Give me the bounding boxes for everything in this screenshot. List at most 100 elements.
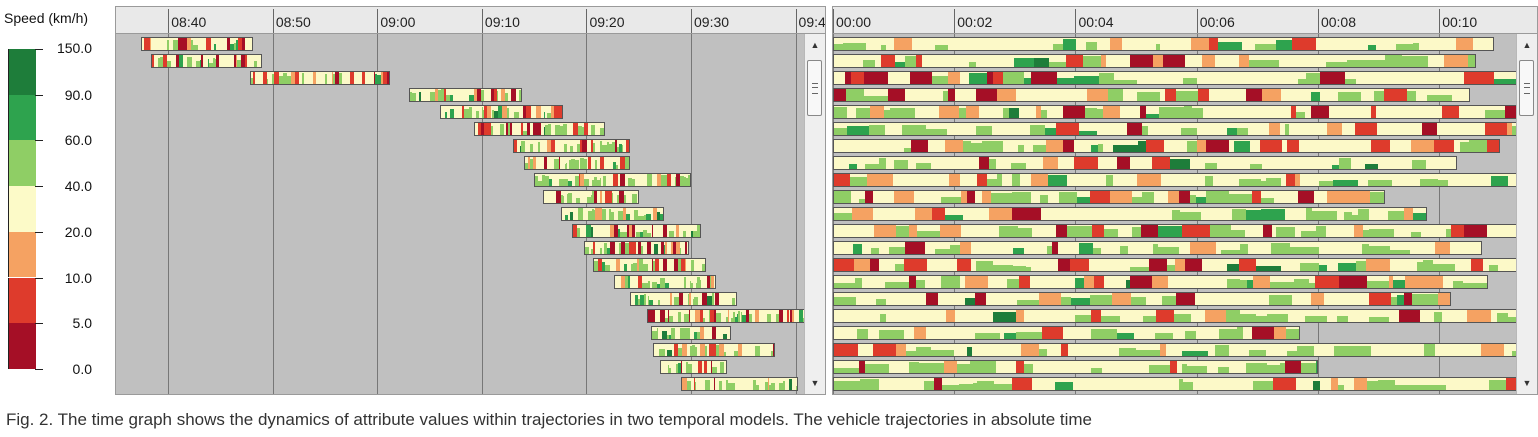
speed-segment xyxy=(576,227,580,237)
trajectory-row[interactable] xyxy=(571,224,702,238)
trajectory-row[interactable] xyxy=(651,326,731,340)
trajectory-row[interactable] xyxy=(150,54,263,68)
trajectory-row[interactable] xyxy=(833,292,1452,306)
speed-segment xyxy=(677,259,681,271)
speed-segment xyxy=(773,344,774,356)
speed-segment xyxy=(1033,144,1046,152)
trajectory-row[interactable] xyxy=(408,88,522,102)
speed-segment xyxy=(970,361,996,373)
speed-segment xyxy=(1311,106,1329,118)
speed-segment xyxy=(551,140,556,152)
trajectory-row[interactable] xyxy=(542,190,639,204)
trajectory-row[interactable] xyxy=(833,156,1458,170)
trajectory-row[interactable] xyxy=(833,139,1500,153)
speed-segment xyxy=(1162,296,1176,305)
trajectory-row[interactable] xyxy=(833,360,1318,374)
trajectory-row[interactable] xyxy=(833,122,1518,136)
speed-segment xyxy=(1395,384,1420,390)
speed-segment xyxy=(1234,141,1250,152)
trajectory-row[interactable] xyxy=(833,309,1518,323)
trajectory-row[interactable] xyxy=(833,88,1470,102)
speed-segment xyxy=(1389,276,1393,288)
trajectory-row[interactable] xyxy=(141,37,253,51)
trajectory-row[interactable] xyxy=(249,71,390,85)
scroll-thumb[interactable] xyxy=(807,60,822,116)
absolute-panel-scrollbar[interactable]: ▲ ▼ xyxy=(804,34,825,394)
speed-segment xyxy=(1012,208,1026,220)
axis-tick-label: 00:08 xyxy=(1320,14,1356,30)
speed-segment xyxy=(685,242,688,254)
scroll-down-icon[interactable]: ▼ xyxy=(1522,378,1532,388)
speed-segment xyxy=(1264,59,1279,67)
relative-panel-scrollbar[interactable]: ▲ ▼ xyxy=(1516,34,1537,394)
speed-segment xyxy=(843,43,866,50)
trajectory-row[interactable] xyxy=(833,173,1518,187)
speed-segment xyxy=(1262,89,1281,101)
speed-segment xyxy=(1031,72,1057,84)
speed-segment xyxy=(1339,276,1348,288)
scroll-up-icon[interactable]: ▲ xyxy=(1522,40,1532,50)
trajectory-row[interactable] xyxy=(647,309,806,323)
speed-segment xyxy=(712,327,717,339)
speed-segment xyxy=(945,214,963,220)
speed-segment xyxy=(1267,365,1280,373)
trajectory-row[interactable] xyxy=(630,292,737,306)
trajectory-row[interactable] xyxy=(561,207,664,221)
trajectory-row[interactable] xyxy=(534,173,691,187)
speed-segment xyxy=(579,174,581,186)
trajectory-row[interactable] xyxy=(833,258,1518,272)
speed-segment xyxy=(1218,367,1229,373)
trajectory-row[interactable] xyxy=(833,105,1518,119)
trajectory-row[interactable] xyxy=(523,156,631,170)
trajectory-row[interactable] xyxy=(680,377,798,391)
scroll-up-icon[interactable]: ▲ xyxy=(810,40,820,50)
trajectory-row[interactable] xyxy=(833,71,1518,85)
trajectory-row[interactable] xyxy=(833,377,1518,391)
trajectory-row[interactable] xyxy=(613,275,717,289)
trajectory-row[interactable] xyxy=(833,54,1476,68)
trajectory-row[interactable] xyxy=(833,241,1482,255)
trajectory-row[interactable] xyxy=(833,343,1518,357)
speed-segment xyxy=(1052,242,1058,254)
speed-segment xyxy=(535,176,539,186)
scroll-thumb[interactable] xyxy=(1519,60,1534,116)
trajectory-row[interactable] xyxy=(833,207,1428,221)
trajectory-row[interactable] xyxy=(473,122,606,136)
speed-segment xyxy=(1106,174,1113,186)
speed-segment xyxy=(1385,55,1402,67)
speed-segment xyxy=(1004,332,1016,339)
trajectory-row[interactable] xyxy=(659,360,727,374)
speed-segment xyxy=(675,225,679,237)
speed-segment xyxy=(971,143,982,152)
speed-segment xyxy=(679,293,684,305)
trajectory-row[interactable] xyxy=(440,105,564,119)
speed-segment xyxy=(638,242,642,254)
legend-tick xyxy=(35,49,43,50)
speed-segment xyxy=(374,73,377,84)
speed-segment xyxy=(965,276,988,288)
trajectory-row[interactable] xyxy=(592,258,706,272)
trajectory-row[interactable] xyxy=(833,275,1488,289)
axis-tick-mark xyxy=(795,9,797,33)
trajectory-row[interactable] xyxy=(833,37,1494,51)
speed-segment xyxy=(1403,89,1407,101)
axis-tick-label: 08:50 xyxy=(275,14,311,30)
speed-segment xyxy=(1103,106,1120,118)
speed-segment xyxy=(593,191,597,203)
trajectory-row[interactable] xyxy=(833,224,1518,238)
trajectory-row[interactable] xyxy=(833,190,1385,204)
speed-segment xyxy=(1497,313,1508,322)
speed-segment xyxy=(545,176,550,186)
speed-segment xyxy=(1371,140,1390,152)
speed-segment xyxy=(977,381,994,390)
speed-segment xyxy=(870,259,879,271)
scroll-down-icon[interactable]: ▼ xyxy=(810,378,820,388)
speed-segment xyxy=(616,194,619,203)
trajectory-row[interactable] xyxy=(653,343,775,357)
speed-segment xyxy=(1227,127,1237,135)
speed-segment xyxy=(1320,72,1345,84)
trajectory-row[interactable] xyxy=(584,241,689,255)
trajectory-row[interactable] xyxy=(833,326,1300,340)
speed-segment xyxy=(597,259,602,271)
trajectory-row[interactable] xyxy=(513,139,631,153)
